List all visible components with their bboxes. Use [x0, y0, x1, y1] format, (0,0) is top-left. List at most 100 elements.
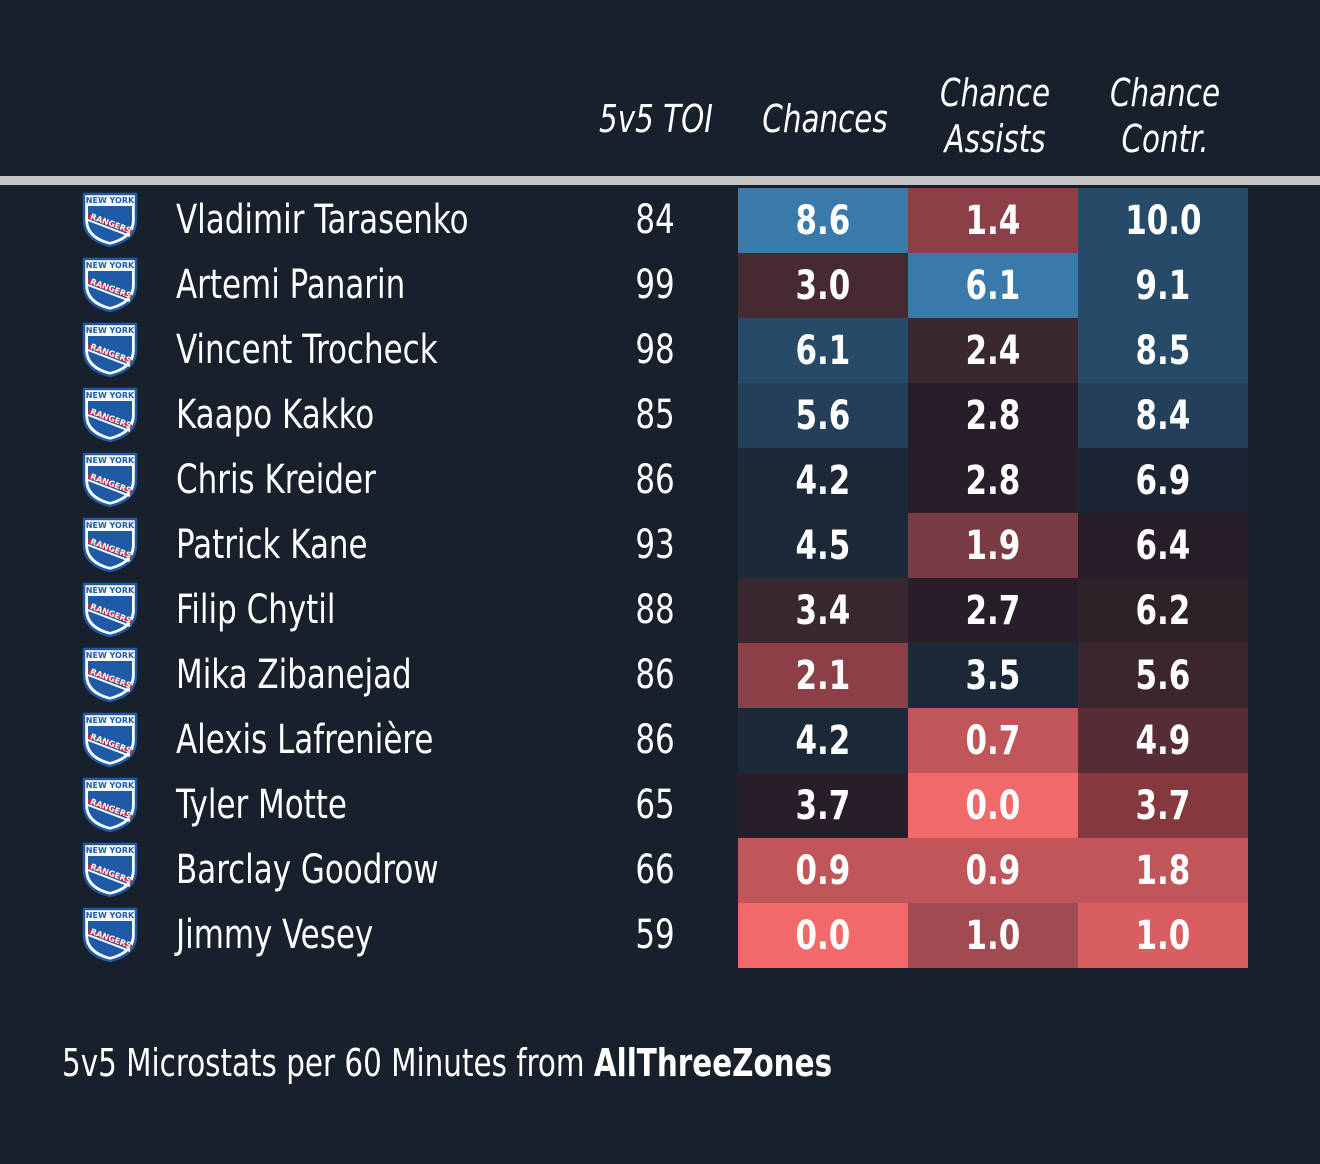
svg-text:NEW YORK: NEW YORK: [86, 846, 135, 855]
heatmap-cell-assists: 2.8: [908, 383, 1078, 448]
cell-value: 0.7: [965, 717, 1021, 764]
player-name: Chris Kreider: [176, 457, 376, 503]
cell-value: 9.1: [1135, 262, 1191, 309]
toi-value: 93: [635, 522, 675, 568]
header-line: Contr.: [1121, 117, 1209, 161]
heatmap-cell-contr: 10.0: [1078, 188, 1248, 253]
heatmap-cell-contr: 8.4: [1078, 383, 1248, 448]
table-row: NEW YORK RANGERS Tyler Motte 65 3.7 0.0 3.7: [0, 773, 1320, 838]
heatmap-cell-assists: 1.4: [908, 188, 1078, 253]
table-row: NEW YORK RANGERS Artemi Panarin 99 3.0 6.1 9.1: [0, 253, 1320, 318]
heatmap-cell-chances: 0.9: [738, 838, 908, 903]
header-line: Chance: [939, 71, 1051, 115]
heatmap-cell-assists: 0.7: [908, 708, 1078, 773]
cell-value: 4.9: [1135, 717, 1191, 764]
heatmap-cell-assists: 2.7: [908, 578, 1078, 643]
cell-value: 0.9: [965, 847, 1021, 894]
heatmap-cell-chances: 3.0: [738, 253, 908, 318]
cell-value: 1.9: [965, 522, 1021, 569]
svg-text:NEW YORK: NEW YORK: [86, 586, 135, 595]
cell-value: 3.7: [1135, 782, 1191, 829]
cell-value: 2.8: [965, 392, 1021, 439]
toi-value: 86: [635, 457, 675, 503]
heatmap-cell-chances: 4.2: [738, 708, 908, 773]
svg-text:NEW YORK: NEW YORK: [86, 911, 135, 920]
svg-text:NEW YORK: NEW YORK: [86, 196, 135, 205]
cell-value: 0.0: [795, 912, 851, 959]
header-5v5-toi: 5v5 TOI: [589, 96, 723, 142]
header-line: Chance: [1109, 71, 1221, 115]
table-row: NEW YORK RANGERS Barclay Goodrow 66 0.9 0.9 1.…: [0, 838, 1320, 903]
toi-value: 99: [635, 262, 675, 308]
svg-text:NEW YORK: NEW YORK: [86, 651, 135, 660]
svg-text:NEW YORK: NEW YORK: [86, 521, 135, 530]
cell-value: 4.2: [795, 717, 851, 764]
cell-value: 8.6: [795, 197, 851, 244]
heatmap-cell-contr: 6.4: [1078, 513, 1248, 578]
cell-value: 8.4: [1135, 392, 1191, 439]
player-name: Jimmy Vesey: [176, 912, 374, 958]
cell-value: 4.5: [795, 522, 851, 569]
rangers-logo-icon: NEW YORK RANGERS: [80, 710, 140, 768]
table-row: NEW YORK RANGERS Chris Kreider 86 4.2 2.8 6.9: [0, 448, 1320, 513]
header-chance-contributions: Chance Contr.: [1090, 70, 1240, 162]
toi-value: 84: [635, 197, 675, 243]
cell-value: 2.1: [795, 652, 851, 699]
player-name: Vladimir Tarasenko: [176, 197, 469, 243]
toi-value: 59: [635, 912, 675, 958]
cell-value: 3.4: [795, 587, 851, 634]
heatmap-cell-assists: 2.8: [908, 448, 1078, 513]
heatmap-cell-assists: 6.1: [908, 253, 1078, 318]
header-line: Assists: [944, 117, 1046, 161]
player-name: Vincent Trocheck: [176, 327, 438, 373]
rangers-logo-icon: NEW YORK RANGERS: [80, 905, 140, 963]
cell-value: 6.2: [1135, 587, 1191, 634]
player-name: Patrick Kane: [176, 522, 368, 568]
svg-text:NEW YORK: NEW YORK: [86, 456, 135, 465]
heatmap-cell-assists: 1.0: [908, 903, 1078, 968]
table-row: NEW YORK RANGERS Vincent Trocheck 98 6.1 2.4 8…: [0, 318, 1320, 383]
cell-value: 2.4: [965, 327, 1021, 374]
table-row: NEW YORK RANGERS Filip Chytil 88 3.4 2.7 6.2: [0, 578, 1320, 643]
player-name: Artemi Panarin: [176, 262, 406, 308]
heatmap-cell-chances: 5.6: [738, 383, 908, 448]
cell-value: 3.0: [795, 262, 851, 309]
heatmap-cell-contr: 4.9: [1078, 708, 1248, 773]
svg-text:NEW YORK: NEW YORK: [86, 326, 135, 335]
heatmap-cell-contr: 6.2: [1078, 578, 1248, 643]
cell-value: 10.0: [1124, 197, 1202, 244]
svg-text:NEW YORK: NEW YORK: [86, 391, 135, 400]
cell-value: 8.5: [1135, 327, 1191, 374]
player-name: Tyler Motte: [176, 782, 347, 828]
heatmap-cell-contr: 6.9: [1078, 448, 1248, 513]
cell-value: 3.5: [965, 652, 1021, 699]
heatmap-cell-assists: 2.4: [908, 318, 1078, 383]
heatmap-cell-chances: 4.5: [738, 513, 908, 578]
heatmap-cell-contr: 9.1: [1078, 253, 1248, 318]
player-name: Kaapo Kakko: [176, 392, 375, 438]
svg-text:NEW YORK: NEW YORK: [86, 716, 135, 725]
cell-value: 1.4: [965, 197, 1021, 244]
source-brand: AllThreeZones: [593, 1041, 833, 1085]
cell-value: 6.1: [795, 327, 851, 374]
source-footer: 5v5 Microstats per 60 Minutes from AllTh…: [62, 1041, 833, 1085]
heatmap-cell-chances: 3.4: [738, 578, 908, 643]
toi-value: 86: [635, 652, 675, 698]
heatmap-cell-contr: 1.8: [1078, 838, 1248, 903]
toi-value: 66: [635, 847, 675, 893]
heatmap-cell-contr: 5.6: [1078, 643, 1248, 708]
cell-value: 2.7: [965, 587, 1021, 634]
cell-value: 6.9: [1135, 457, 1191, 504]
heatmap-cell-contr: 8.5: [1078, 318, 1248, 383]
heatmap-cell-assists: 1.9: [908, 513, 1078, 578]
header-chances: Chances: [750, 96, 900, 142]
cell-value: 6.1: [965, 262, 1021, 309]
header-divider: [0, 176, 1320, 185]
cell-value: 2.8: [965, 457, 1021, 504]
rangers-logo-icon: NEW YORK RANGERS: [80, 775, 140, 833]
player-name: Alexis Lafrenière: [176, 717, 434, 763]
table-row: NEW YORK RANGERS Kaapo Kakko 85 5.6 2.8 8.4: [0, 383, 1320, 448]
toi-value: 88: [635, 587, 675, 633]
heatmap-cell-chances: 4.2: [738, 448, 908, 513]
player-name: Mika Zibanejad: [176, 652, 412, 698]
